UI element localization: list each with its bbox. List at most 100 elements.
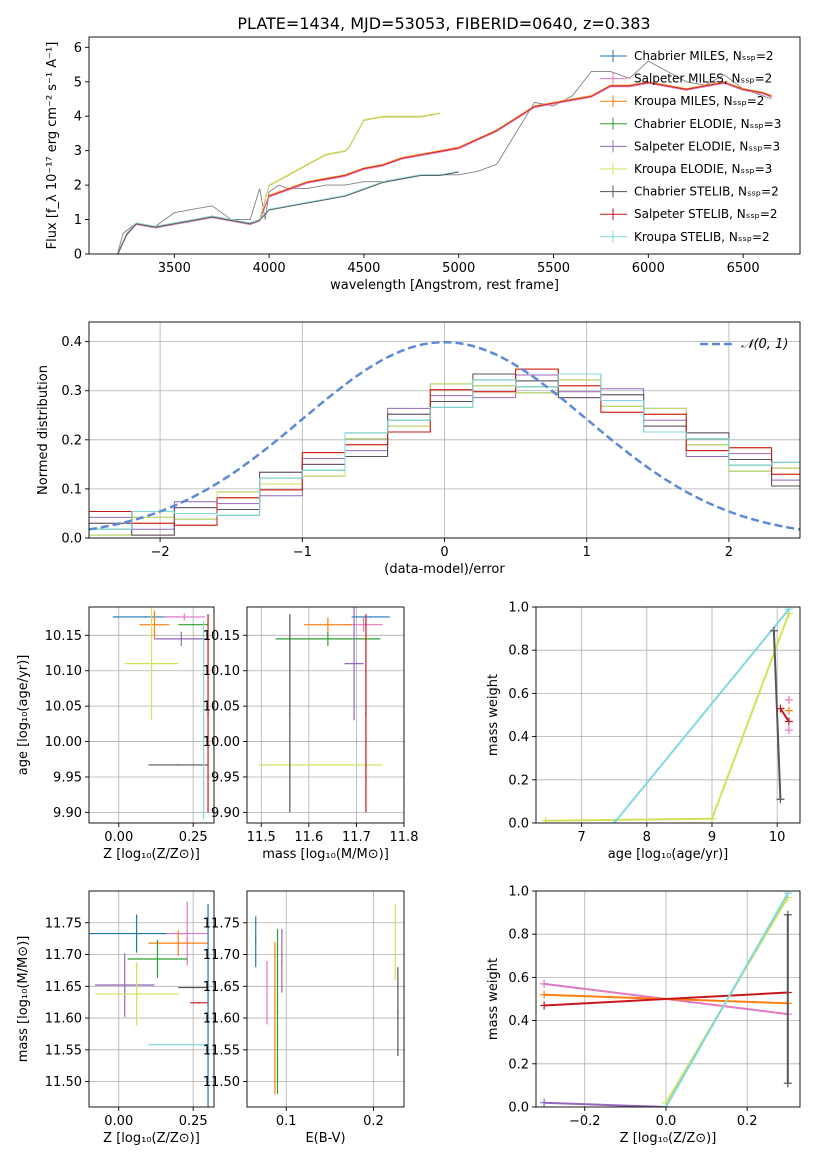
data-point bbox=[186, 932, 189, 935]
legend-label: Chabrier MILES, Nₛₛₚ=2 bbox=[634, 49, 774, 63]
y-tick-label: 1 bbox=[74, 213, 82, 228]
x-tick-label: 4000 bbox=[253, 261, 286, 276]
data-point bbox=[319, 764, 322, 766]
data-point bbox=[156, 958, 159, 960]
data-point bbox=[281, 960, 283, 962]
plot-area bbox=[116, 60, 772, 254]
chart-spectrum: Chabrier MILES, Nₛₛₚ=2 Salpeter MILES, Nₛ… bbox=[45, 36, 801, 293]
y-tick-label: 0.0 bbox=[508, 817, 529, 832]
y-tick-label: 6 bbox=[74, 41, 82, 56]
x-tick-label: 0.1 bbox=[276, 1114, 297, 1129]
x-tick-label: 0.00 bbox=[104, 1114, 133, 1129]
data-point bbox=[397, 1010, 399, 1013]
y-tick-label: 0.2 bbox=[508, 773, 529, 788]
chart-mass_vs_ebv: 0.1 0.2 11.50 11.55 11.60 11.65 11.70 11.75 E(B-… bbox=[203, 890, 405, 1146]
y-tick-label: 0.8 bbox=[508, 928, 529, 943]
data-point bbox=[369, 616, 372, 618]
data-point bbox=[183, 616, 186, 618]
y-tick-label: 10.10 bbox=[45, 664, 82, 679]
y-tick-label: 10.15 bbox=[203, 629, 240, 644]
x-axis-label: Z [log₁₀(Z/Z⊙)] bbox=[620, 1131, 717, 1146]
y-tick-label: 0.2 bbox=[508, 1057, 529, 1072]
x-tick-label: −1 bbox=[293, 545, 312, 560]
y-tick-label: 0.4 bbox=[61, 335, 82, 350]
model-line-elodie bbox=[117, 113, 440, 254]
y-tick-label: 0.1 bbox=[61, 482, 82, 497]
x-axis-label: wavelength [Angstrom, rest frame] bbox=[330, 278, 559, 293]
y-tick-label: 11.75 bbox=[45, 916, 82, 931]
data-point bbox=[144, 616, 147, 618]
y-tick-label: 11.60 bbox=[203, 1012, 240, 1027]
x-tick-label: 0.00 bbox=[104, 830, 133, 845]
x-tick-label: 7 bbox=[577, 830, 585, 845]
data-spectrum-line bbox=[116, 60, 772, 254]
model-line-elodie bbox=[116, 112, 440, 254]
y-tick-label: 11.60 bbox=[45, 1012, 82, 1027]
y-tick-label: 9.95 bbox=[211, 770, 240, 785]
legend-label: Kroupa ELODIE, Nₛₛₚ=3 bbox=[634, 162, 772, 176]
y-tick-label: 0.0 bbox=[508, 1101, 529, 1116]
data-point bbox=[362, 623, 365, 626]
data-point bbox=[192, 623, 194, 626]
x-tick-label: 0.0 bbox=[656, 1114, 677, 1129]
y-tick-label: 1.0 bbox=[508, 885, 529, 900]
data-point bbox=[135, 932, 138, 935]
data-point bbox=[276, 1010, 279, 1013]
x-axis-label: Z [log₁₀(Z/Z⊙)] bbox=[103, 847, 200, 862]
legend-label: Kroupa MILES, Nₛₛₚ=2 bbox=[634, 94, 764, 108]
x-axis-label: mass [log₁₀(M/M⊙)] bbox=[262, 847, 389, 862]
data-point bbox=[274, 1017, 276, 1019]
axes-frame bbox=[88, 606, 215, 824]
y-tick-label: 11.65 bbox=[45, 980, 82, 995]
y-tick-label: 11.55 bbox=[203, 1043, 240, 1058]
axes-frame bbox=[246, 606, 405, 824]
data-point bbox=[180, 638, 183, 640]
x-axis-label: Z [log₁₀(Z/Z⊙)] bbox=[103, 1131, 200, 1146]
y-tick-label: 9.90 bbox=[53, 806, 82, 821]
data-point bbox=[365, 712, 367, 715]
chart-weight_vs_age: 7 8 9 10 0.0 0.2 0.4 0.6 0.8 1.0 age [log₁₀(age/yr… bbox=[486, 601, 801, 862]
y-tick-label: 0.2 bbox=[61, 433, 82, 448]
weight-line bbox=[544, 1101, 667, 1107]
figure-title: PLATE=1434, MJD=53053, FIBERID=0640, z=0… bbox=[237, 14, 650, 33]
data-point bbox=[177, 942, 180, 944]
data-point bbox=[177, 764, 180, 766]
weight-line bbox=[665, 892, 789, 1107]
weight-line bbox=[545, 613, 790, 822]
axes-frame bbox=[535, 606, 801, 824]
x-tick-label: 3500 bbox=[158, 261, 191, 276]
legend-label: Chabrier ELODIE, Nₛₛₚ=3 bbox=[634, 117, 781, 131]
plot-area bbox=[89, 891, 214, 1107]
x-tick-label: 9 bbox=[708, 830, 716, 845]
axes-frame bbox=[535, 890, 801, 1108]
y-tick-label: 0.4 bbox=[508, 730, 529, 745]
chart-weight_vs_Z: −0.2 0.0 0.2 0.0 0.2 0.4 0.6 0.8 1.0 Z [log₁₀(Z/Z… bbox=[486, 885, 801, 1146]
legend-label: Kroupa STELIB, Nₛₛₚ=2 bbox=[634, 230, 770, 244]
legend-label: Salpeter ELODIE, Nₛₛₚ=3 bbox=[634, 139, 780, 153]
legend-label: Salpeter MILES, Nₛₛₚ=2 bbox=[634, 72, 772, 86]
y-tick-label: 10.05 bbox=[45, 700, 82, 715]
y-tick-label: 0 bbox=[74, 248, 82, 263]
data-point bbox=[202, 719, 205, 722]
x-tick-label: 8 bbox=[643, 830, 651, 845]
chart-residuals: 𝒩(0, 1) −2 −1 0 1 2 0.0 0.1 0.2 0.3 0.4 (data-model… bbox=[36, 321, 801, 577]
data-point bbox=[198, 1002, 200, 1004]
y-tick-label: 11.70 bbox=[45, 948, 82, 963]
y-tick-label: 0.3 bbox=[61, 384, 82, 399]
y-tick-label: 0.4 bbox=[508, 1014, 529, 1029]
data-point bbox=[207, 712, 209, 715]
plot-area bbox=[536, 607, 800, 823]
y-axis-label: Flux [f_λ 10⁻¹⁷ erg cm⁻² s⁻¹ A⁻¹] bbox=[45, 42, 60, 250]
y-tick-label: 11.50 bbox=[45, 1075, 82, 1090]
x-tick-label: 1 bbox=[583, 545, 591, 560]
y-tick-label: 11.70 bbox=[203, 948, 240, 963]
y-tick-label: 0.6 bbox=[508, 687, 529, 702]
y-tick-label: 10.15 bbox=[45, 629, 82, 644]
y-tick-label: 4 bbox=[74, 110, 82, 125]
x-tick-label: −2 bbox=[151, 545, 170, 560]
legend-label: 𝒩(0, 1) bbox=[741, 337, 788, 352]
y-axis-label: mass weight bbox=[486, 674, 501, 756]
data-point bbox=[192, 986, 194, 989]
data-point bbox=[353, 662, 355, 665]
